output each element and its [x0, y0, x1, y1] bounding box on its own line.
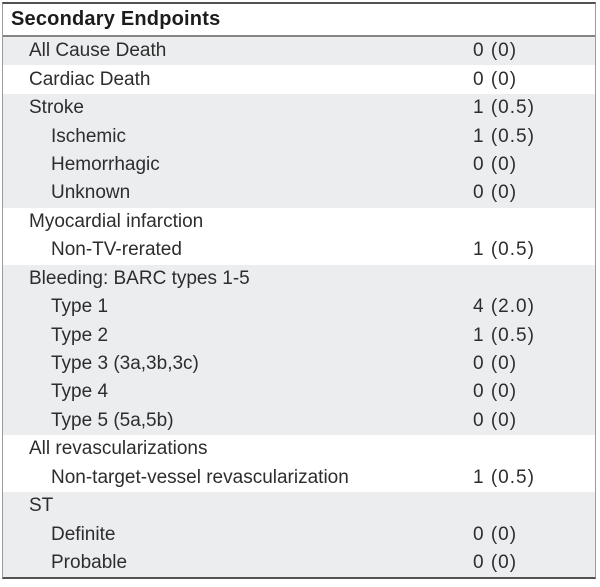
row-value: 0 (0): [473, 381, 518, 403]
table-row: Non-TV-rerated 1 (0.5): [3, 236, 595, 265]
row-label: Non-target-vessel revascularization: [51, 466, 349, 488]
row-value: 0 (0): [473, 68, 518, 90]
row-label: Unknown: [51, 182, 131, 204]
row-label: Type 4: [51, 381, 109, 403]
table-row: All revascularizations: [3, 435, 595, 464]
row-label: Myocardial infarction: [29, 210, 204, 232]
table-row: Type 5 (5a,5b) 0 (0): [3, 406, 595, 436]
row-label: Stroke: [29, 97, 84, 119]
table-row: ST: [3, 492, 595, 521]
row-label: Non-TV-rerated: [51, 239, 182, 261]
row-label: All revascularizations: [29, 438, 208, 460]
row-label: Cardiac Death: [29, 68, 151, 90]
row-label: Type 2: [51, 324, 109, 346]
row-value: 1 (0.5): [473, 125, 535, 147]
table-row: Type 1 4 (2.0): [3, 292, 595, 322]
row-value: 0 (0): [473, 552, 518, 574]
row-value: 4 (2.0): [473, 296, 535, 318]
table-row: Cardiac Death 0 (0): [3, 65, 595, 94]
table-row: Type 3 (3a,3b,3c) 0 (0): [3, 349, 595, 379]
row-value: 0 (0): [473, 409, 518, 431]
row-label: ST: [29, 495, 54, 517]
table-row: Unknown 0 (0): [3, 179, 595, 208]
row-label: Ischemic: [51, 125, 126, 147]
row-value: 0 (0): [473, 40, 518, 62]
table-row: All Cause Death 0 (0): [3, 37, 595, 66]
row-value: 0 (0): [473, 182, 518, 204]
table-row: Type 4 0 (0): [3, 378, 595, 407]
row-value: 0 (0): [473, 523, 518, 545]
row-label: Probable: [51, 552, 128, 574]
row-label: Type 5 (5a,5b): [51, 409, 174, 431]
row-label: Hemorrhagic: [51, 153, 160, 175]
table-row: Type 2 1 (0.5): [3, 321, 595, 350]
secondary-endpoints-table: Secondary Endpoints All Cause Death 0 (0…: [2, 2, 596, 580]
table-row: Ischemic 1 (0.5): [3, 122, 595, 151]
row-value: 0 (0): [473, 153, 518, 175]
table-header-row: Secondary Endpoints: [3, 4, 595, 37]
table-row: Bleeding: BARC types 1-5: [3, 264, 595, 293]
table-row: Probable 0 (0): [3, 548, 595, 578]
row-value: 1 (0.5): [473, 466, 535, 488]
table-row: Non-target-vessel revascularization 1 (0…: [3, 463, 595, 492]
table-row: Hemorrhagic 0 (0): [3, 150, 595, 180]
row-label: Definite: [51, 523, 116, 545]
row-label: Type 1: [51, 296, 109, 318]
table-row: Definite 0 (0): [3, 520, 595, 549]
table-title: Secondary Endpoints: [11, 8, 221, 30]
row-value: 1 (0.5): [473, 239, 535, 261]
table-row: Stroke 1 (0.5): [3, 93, 595, 123]
table-row: Myocardial infarction: [3, 207, 595, 237]
row-label: Type 3 (3a,3b,3c): [51, 353, 199, 375]
row-value: 0 (0): [473, 353, 518, 375]
row-value: 1 (0.5): [473, 324, 535, 346]
row-value: 1 (0.5): [473, 97, 535, 119]
table-body: All Cause Death 0 (0) Cardiac Death 0 (0…: [3, 37, 595, 578]
row-label: All Cause Death: [29, 40, 167, 62]
row-label: Bleeding: BARC types 1-5: [29, 267, 250, 289]
